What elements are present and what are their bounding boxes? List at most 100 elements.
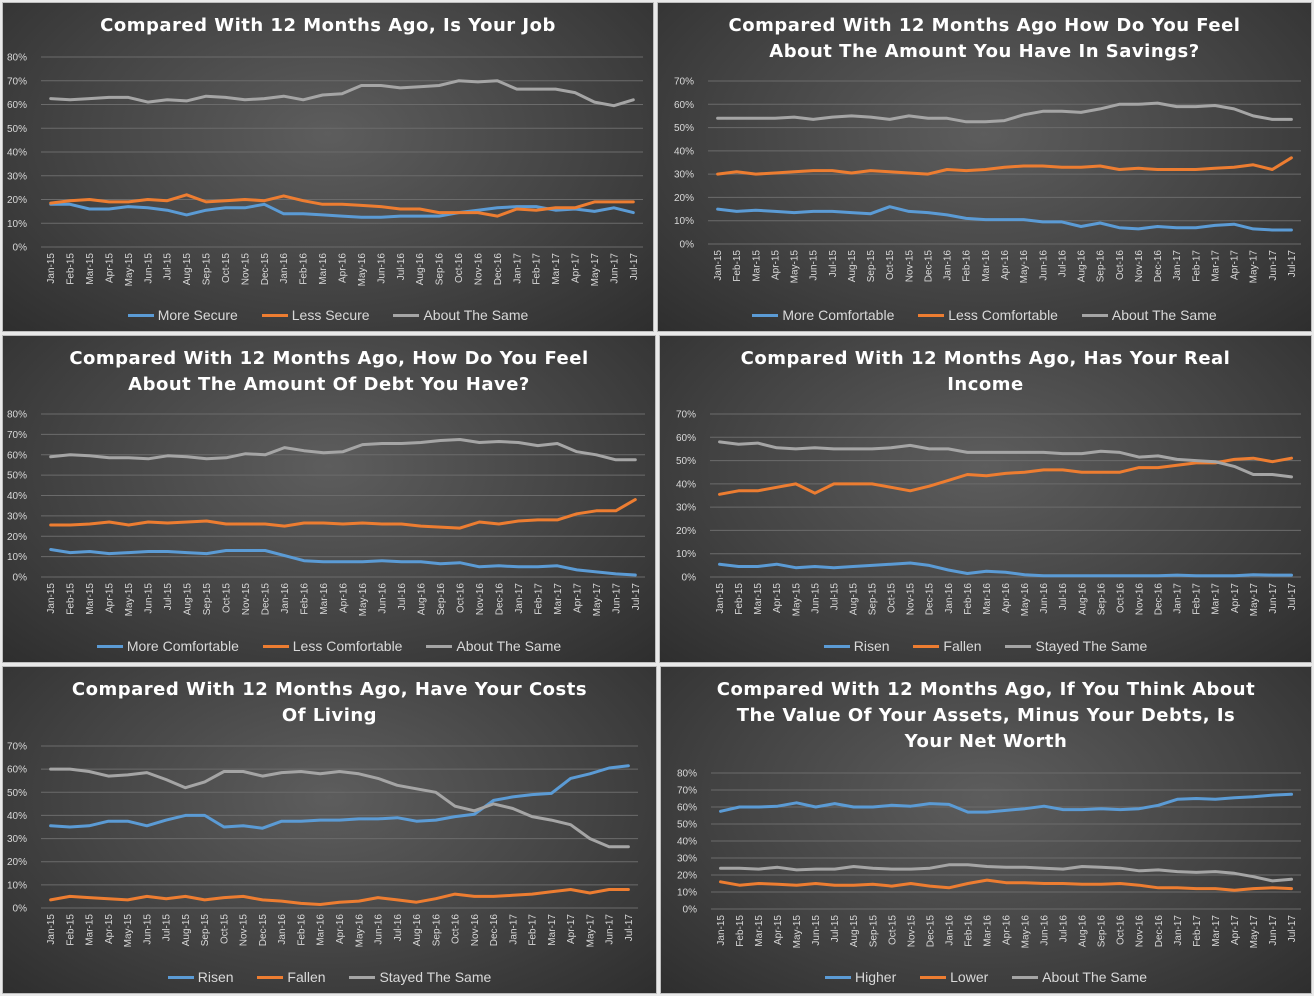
- series-line: [716, 205, 1293, 232]
- legend-label: About The Same: [456, 638, 562, 654]
- y-tick-label: 70%: [676, 410, 696, 421]
- chart-title: Compared With 12 Months Ago, Is Your Job: [3, 13, 653, 39]
- y-tick-label: 10%: [7, 552, 27, 563]
- legend-swatch: [752, 313, 779, 317]
- x-tick-label: Oct-15: [222, 583, 233, 613]
- x-tick-label: Jul-17: [629, 253, 640, 281]
- x-tick-label: Jan-16: [944, 915, 955, 946]
- series-line: [716, 101, 1293, 124]
- x-tick-label: Mar-17: [551, 253, 562, 285]
- x-tick-label: Nov-16: [1135, 915, 1146, 948]
- x-tick-label: Aug-16: [1077, 250, 1088, 283]
- chart-job-security: Compared With 12 Months Ago, Is Your Job…: [2, 2, 654, 332]
- legend-item: Less Comfortable: [262, 638, 402, 654]
- x-tick-label: Mar-15: [85, 583, 96, 615]
- x-tick-label: Apr-17: [566, 914, 577, 944]
- legend-swatch: [825, 975, 851, 979]
- x-tick-label: Jan-17: [514, 583, 525, 614]
- x-tick-label: Jan-16: [944, 583, 955, 614]
- legend-item: About The Same: [1081, 307, 1217, 323]
- x-tick-label: Aug-16: [415, 253, 426, 286]
- chart-legend: More Secure Less Secure About The Same: [3, 307, 653, 323]
- x-tick-label: May-15: [790, 250, 801, 284]
- chart-legend: Higher Lower About The Same: [661, 969, 1311, 985]
- x-tick-label: Apr-16: [335, 914, 346, 944]
- y-tick-label: 0%: [680, 240, 695, 251]
- y-tick-label: 10%: [7, 219, 27, 230]
- legend-swatch: [913, 644, 940, 648]
- y-tick-label: 0%: [683, 905, 698, 916]
- x-tick-label: Aug-15: [181, 914, 192, 947]
- legend-label: About The Same: [1042, 969, 1147, 985]
- x-tick-label: Nov-15: [906, 583, 917, 616]
- y-tick-label: 30%: [677, 854, 697, 865]
- x-tick-label: Jun-17: [1268, 915, 1279, 946]
- x-tick-label: Oct-15: [219, 914, 230, 944]
- legend-item: Higher: [825, 969, 896, 985]
- x-tick-label: Dec-15: [925, 583, 936, 616]
- x-tick-label: Jun-17: [605, 914, 616, 945]
- x-tick-label: Feb-16: [962, 250, 973, 282]
- y-tick-label: 50%: [7, 788, 27, 799]
- x-tick-label: Jun-16: [376, 253, 387, 284]
- chart-plot: 0% 10% 20% 30% 40% 50% 60% 70% Jan-15 Feb-15 Mar-1…: [676, 410, 1301, 617]
- x-tick-label: Dec-15: [258, 914, 269, 947]
- chart-title-line: Compared With 12 Months Ago, Has Your Re…: [740, 348, 1231, 369]
- x-tick-label: Dec-16: [493, 253, 504, 286]
- x-tick-label: Apr-16: [1002, 915, 1013, 945]
- series-line: [718, 561, 1293, 578]
- x-tick-label: Nov-15: [239, 914, 250, 947]
- x-tick-label: Mar-17: [1210, 250, 1221, 282]
- x-tick-label: Nov-15: [904, 250, 915, 283]
- y-tick-label: 60%: [677, 803, 697, 814]
- x-tick-label: Jan-16: [277, 914, 288, 945]
- x-tick-label: Aug-15: [182, 253, 193, 286]
- x-tick-label: Mar-15: [753, 583, 764, 615]
- y-tick-label: 10%: [676, 549, 696, 560]
- x-tick-label: May-16: [1021, 915, 1032, 949]
- chart-title-line: About The Amount You Have In Savings?: [769, 41, 1200, 62]
- chart-title-line: Compared With 12 Months Ago, Have Your C…: [71, 679, 588, 700]
- legend-swatch: [261, 313, 288, 317]
- chart-title-line: About The Amount Of Debt You Have?: [128, 374, 530, 395]
- chart-title-line: The Value Of Your Assets, Minus Your Deb…: [736, 705, 1236, 726]
- legend-label: More Comfortable: [782, 307, 895, 323]
- chart-title-line: Income: [947, 374, 1024, 395]
- legend-swatch: [257, 975, 284, 979]
- x-tick-label: Mar-16: [319, 583, 330, 615]
- x-tick-label: Mar-16: [982, 583, 993, 615]
- x-tick-label: Apr-16: [338, 253, 349, 283]
- y-tick-label: 40%: [7, 148, 27, 159]
- x-tick-label: Aug-16: [1078, 915, 1089, 948]
- x-tick-label: Feb-16: [299, 253, 310, 285]
- x-tick-label: Sep-15: [868, 915, 879, 948]
- x-tick-label: Nov-16: [1134, 250, 1145, 283]
- x-tick-label: Mar-15: [751, 250, 762, 282]
- x-tick-label: Oct-16: [1115, 583, 1126, 613]
- legend-item: More Comfortable: [96, 638, 239, 654]
- x-tick-label: Apr-17: [1230, 915, 1241, 945]
- legend-item: Stayed The Same: [1005, 638, 1147, 654]
- y-tick-label: 60%: [7, 450, 27, 461]
- legend-label: Higher: [855, 969, 897, 985]
- y-tick-label: 50%: [677, 820, 697, 831]
- x-tick-label: Jan-16: [943, 250, 954, 281]
- x-tick-label: Aug-15: [849, 915, 860, 948]
- x-tick-label: May-15: [791, 583, 802, 617]
- y-tick-label: 70%: [674, 77, 694, 88]
- legend-item: About The Same: [393, 307, 528, 323]
- x-tick-label: Oct-15: [887, 583, 898, 613]
- x-tick-label: Mar-16: [982, 915, 993, 947]
- x-tick-label: Mar-17: [1211, 915, 1222, 947]
- x-tick-label: Feb-15: [735, 915, 746, 947]
- x-tick-label: Jan-15: [46, 914, 57, 945]
- x-tick-label: Dec-16: [494, 583, 505, 616]
- chart-title-line: Compared With 12 Months Ago, How Do You …: [69, 348, 589, 369]
- chart-title-line: Your Net Worth: [904, 731, 1068, 752]
- x-tick-label: Jun-15: [143, 253, 154, 284]
- chart-net-worth: Compared With 12 Months Ago, If You Thin…: [660, 666, 1312, 994]
- y-tick-label: 50%: [7, 471, 27, 482]
- y-tick-label: 50%: [7, 124, 27, 135]
- series-line: [719, 863, 1293, 883]
- x-tick-label: May-17: [590, 253, 601, 287]
